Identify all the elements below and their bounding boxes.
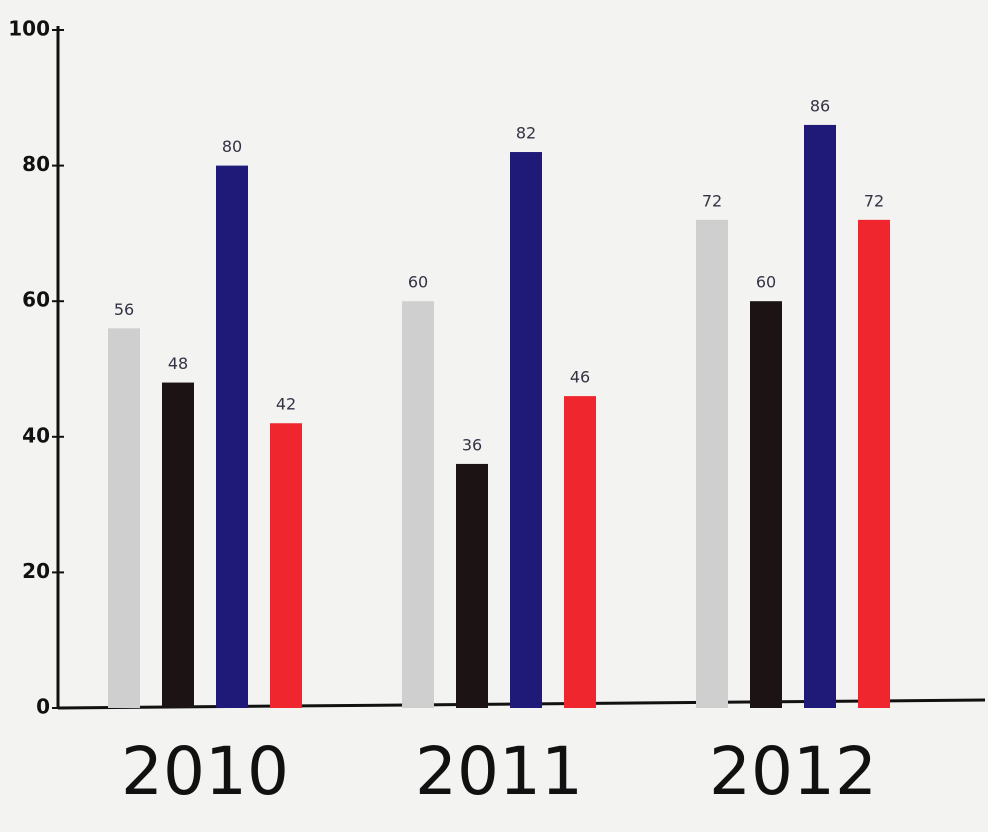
bar (750, 301, 782, 708)
value-label: 72 (702, 191, 722, 210)
value-label: 80 (222, 137, 242, 156)
bar (402, 301, 434, 708)
value-label: 60 (756, 273, 776, 292)
y-tick-label: 20 (22, 559, 50, 583)
value-label: 36 (462, 435, 482, 454)
bar (804, 124, 836, 709)
y-tick-label: 100 (8, 17, 50, 41)
x-tick-label: 2011 (415, 733, 583, 810)
value-label: 82 (516, 124, 536, 143)
bar (270, 423, 302, 708)
bar (216, 165, 248, 709)
value-label: 48 (168, 354, 188, 373)
bar (108, 328, 140, 708)
bar (858, 219, 890, 708)
value-label: 42 (276, 395, 296, 414)
x-tick-label: 2012 (709, 733, 877, 810)
y-tick-label: 60 (22, 288, 50, 312)
bar (456, 463, 488, 708)
value-label: 60 (408, 273, 428, 292)
y-tick-label: 80 (22, 152, 50, 176)
x-tick-label: 2010 (121, 733, 289, 810)
value-label: 86 (810, 96, 830, 115)
bar (564, 396, 596, 708)
bar (510, 152, 542, 709)
y-tick-label: 40 (22, 423, 50, 447)
value-label: 56 (114, 300, 134, 319)
bar (162, 382, 194, 708)
value-label: 46 (570, 368, 590, 387)
value-label: 72 (864, 191, 884, 210)
bar (696, 219, 728, 708)
y-tick-label: 0 (36, 695, 50, 719)
